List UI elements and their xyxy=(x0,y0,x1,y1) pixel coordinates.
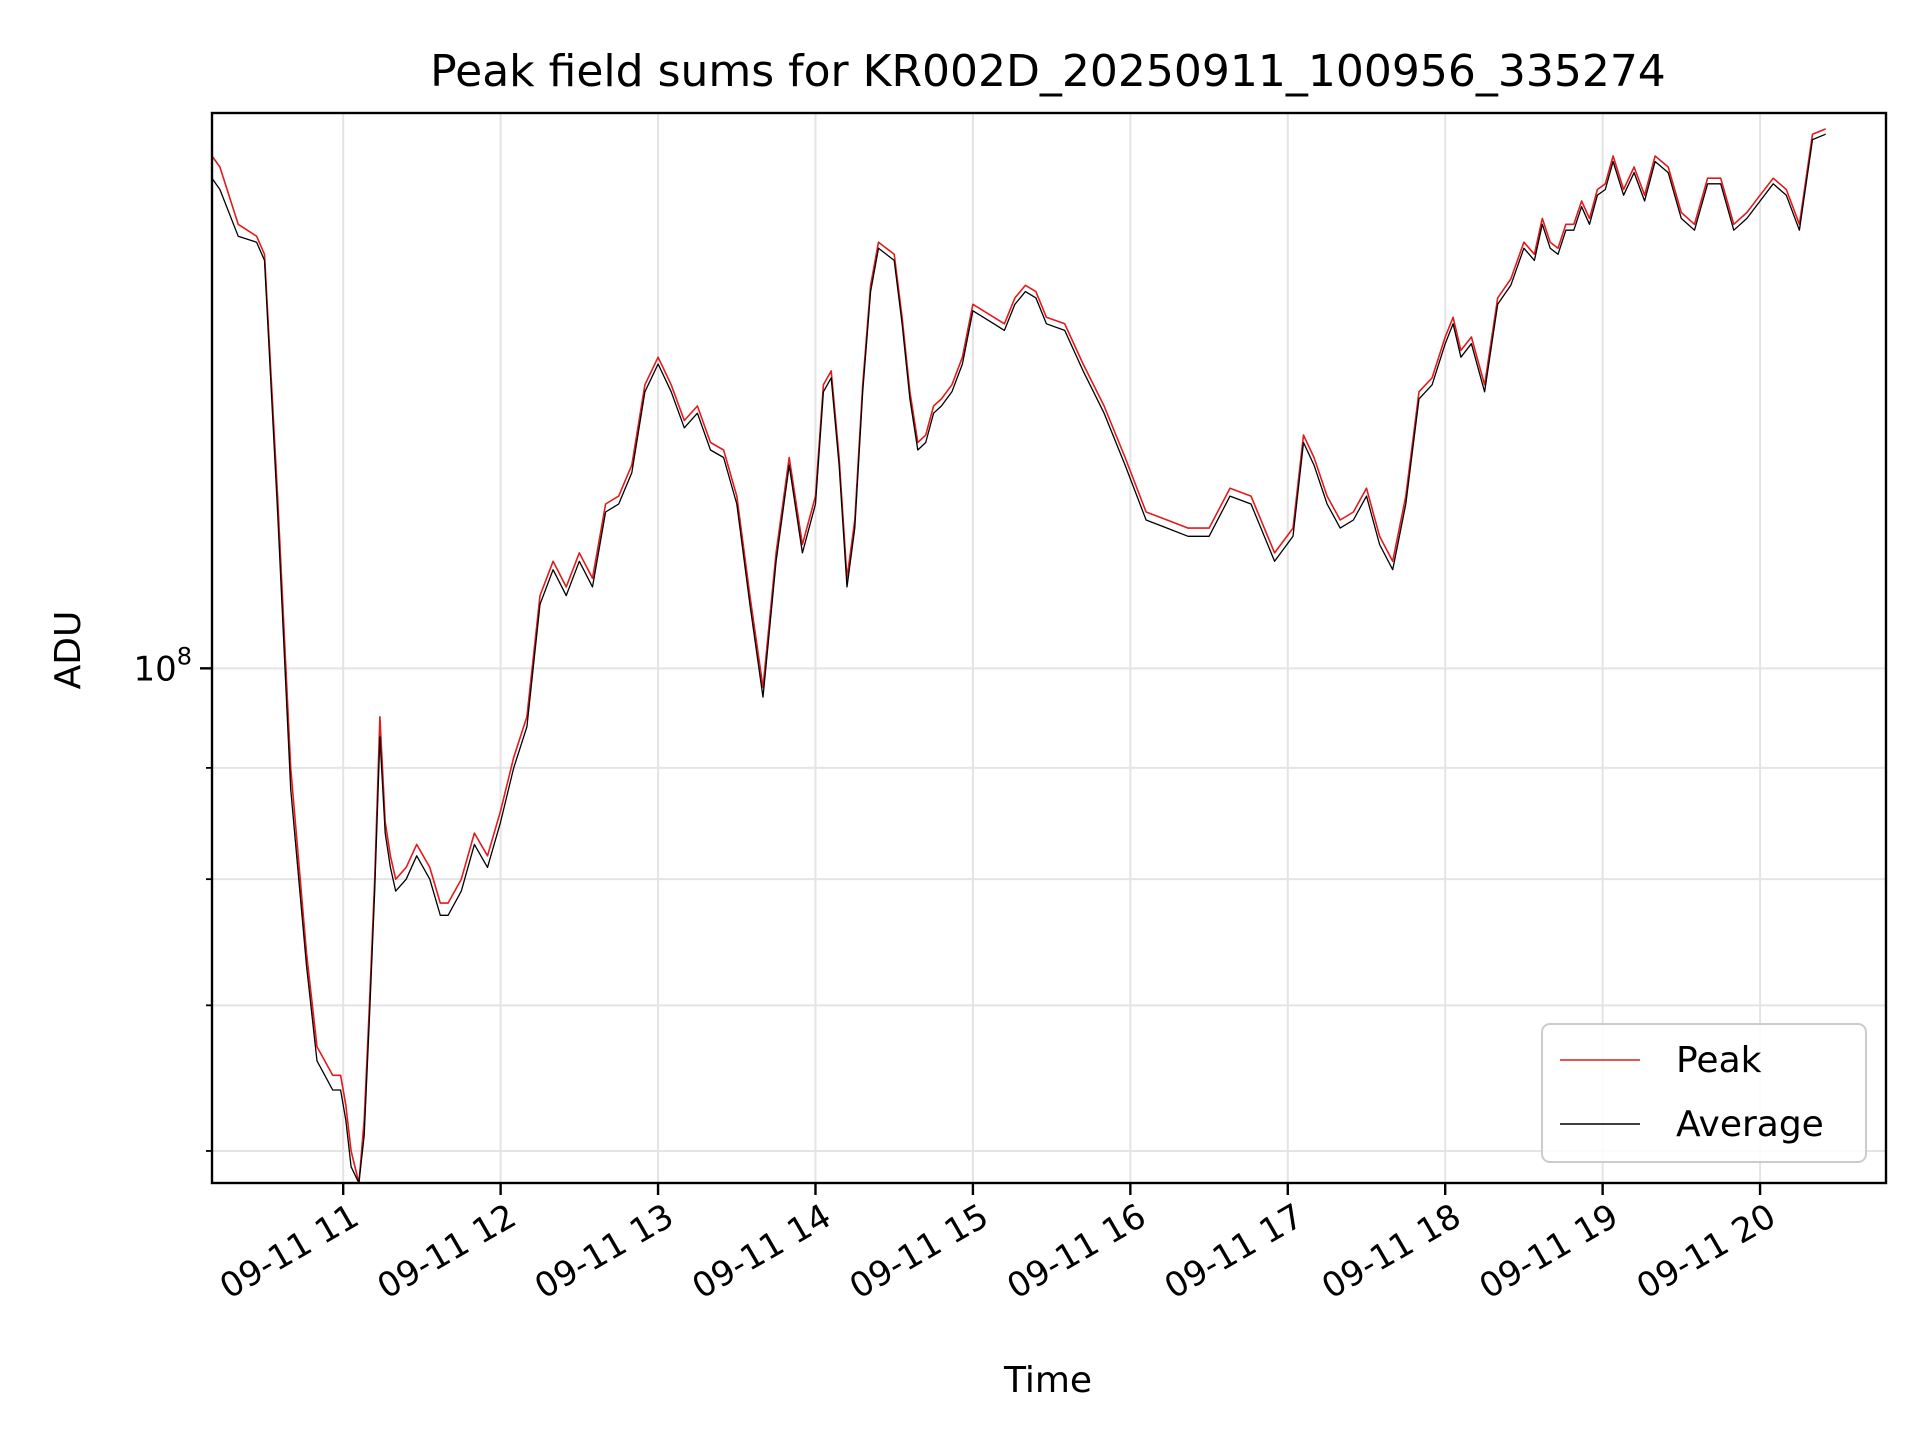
series-line-peak xyxy=(212,128,1826,1183)
x-tick-label: 09-11 16 xyxy=(1000,1196,1152,1307)
x-tick-label: 09-11 17 xyxy=(1158,1196,1310,1307)
x-tick-label: 09-11 13 xyxy=(528,1196,680,1307)
x-axis-label: Time xyxy=(1003,1360,1092,1401)
plot-frame xyxy=(210,111,1888,1185)
y-axis-label: ADU xyxy=(48,611,89,690)
x-tick-label: 09-11 19 xyxy=(1473,1196,1625,1307)
chart-title: Peak field sums for KR002D_20250911_1009… xyxy=(430,46,1666,97)
x-tick-label: 09-11 20 xyxy=(1630,1196,1782,1307)
x-tick-label: 09-11 18 xyxy=(1315,1196,1467,1307)
series-layer xyxy=(212,128,1826,1183)
series-line-average xyxy=(212,133,1826,1183)
legend-label-average: Average xyxy=(1676,1104,1824,1145)
x-tick-label: 09-11 12 xyxy=(371,1196,523,1307)
x-tick-label: 09-11 15 xyxy=(843,1196,995,1307)
x-axis-ticks: 09-11 11 09-11 12 09-11 13 09-11 14 09-11 15… xyxy=(213,1183,1783,1307)
y-axis-ticks: 108 xyxy=(133,642,212,1152)
y-tick-label: 108 xyxy=(133,642,192,689)
x-tick-label: 09-11 11 xyxy=(213,1196,365,1307)
grid xyxy=(212,113,1886,1183)
legend-label-peak: Peak xyxy=(1676,1040,1762,1081)
legend-box xyxy=(1541,1023,1867,1163)
legend: Peak Average xyxy=(1541,1023,1867,1163)
x-tick-label: 09-11 14 xyxy=(686,1196,838,1307)
